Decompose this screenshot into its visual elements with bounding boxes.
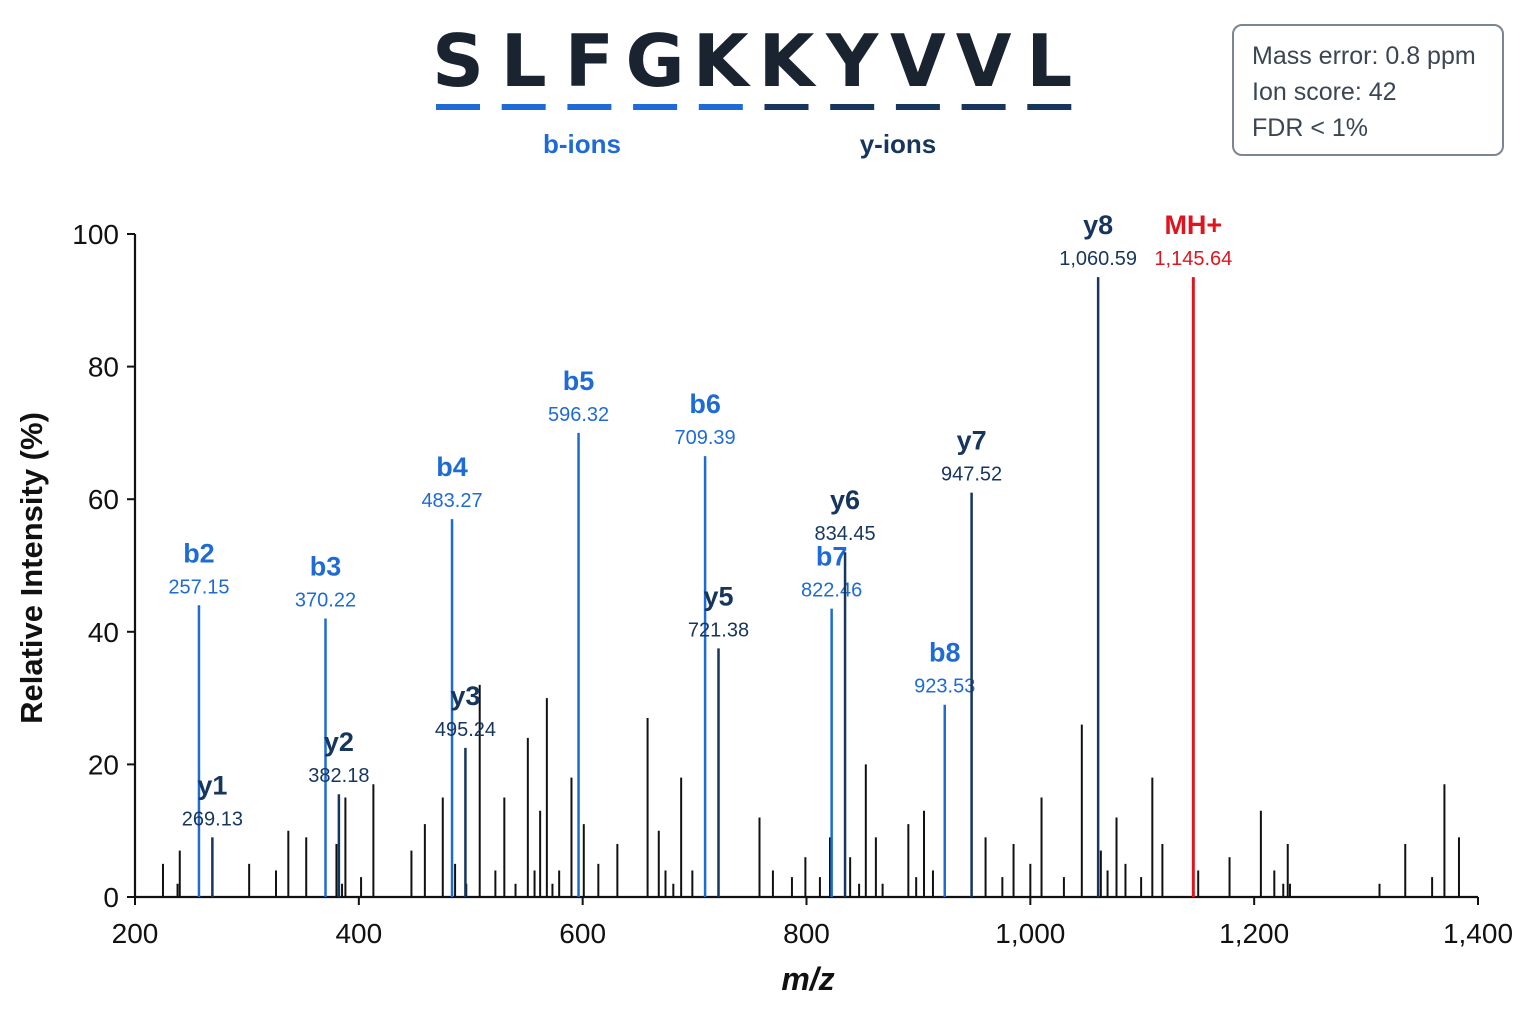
y-ion-dash [830,104,875,110]
peak-ion-label: y7 [957,426,987,456]
y-ion-dash [895,104,940,110]
peak-mz-label: 483.27 [421,490,482,512]
peak-mz-label: 1,145.64 [1154,248,1232,270]
b-ion-dash [567,104,612,110]
x-tick-label: 1,400 [1443,918,1513,949]
sequence-residue: L [1026,19,1072,103]
y-tick-label: 0 [103,882,119,913]
y-axis-title: Relative Intensity (%) [14,412,49,724]
peak-ion-label: MH+ [1164,210,1222,240]
peak-mz-label: 721.38 [688,619,749,641]
sequence-residue: V [956,19,1012,103]
x-tick-label: 600 [559,918,606,949]
chart-axes: 0 20 40 60 80 100 200 400 600 800 1,000 1,200 1,400 [72,219,1513,949]
y-tick-label: 60 [88,484,119,515]
peak-ion-label: b7 [816,542,848,572]
unlabeled-peaks [161,684,1460,897]
peak-mz-label: 834.45 [814,523,875,545]
peak-ion-label: y1 [197,770,227,800]
peak-ion-label: b4 [436,452,468,482]
y-ion-dash [764,104,809,110]
x-tick-label: 200 [112,918,159,949]
peak-mz-label: 495.24 [435,719,496,741]
peak-ion-label: y6 [830,485,860,515]
peak-ion-label: b2 [183,538,215,568]
sequence-residue: S [432,19,484,103]
peak-ion-label: b6 [689,389,721,419]
stats-box: Mass error: 0.8 ppm Ion score: 42 FDR < … [1232,24,1504,156]
sequence-residue: F [565,19,614,103]
ion-score-text: Ion score: 42 [1252,78,1397,106]
peak-mz-label: 257.15 [168,576,229,598]
peak-mz-label: 382.18 [308,765,369,787]
sequence-residue: K [759,19,817,103]
sequence-residue: G [626,19,685,103]
peak-mz-label: 709.39 [675,427,736,449]
sequence-residue: L [501,19,547,103]
annotated-peaks: 257.15 b2 370.22 b3 483.27 b4 596.32 b5 709.39 b6… [168,210,1232,897]
peak-ion-label: y2 [324,727,354,757]
peak-ion-label: y8 [1083,210,1113,240]
y-tick-label: 100 [72,219,119,250]
peak-mz-label: 269.13 [182,808,243,830]
sequence-residue: Y [825,19,879,103]
peak-mz-label: 1,060.59 [1059,248,1137,270]
peak-mz-label: 596.32 [548,404,609,426]
y-tick-label: 20 [88,749,119,780]
peak-mz-label: 947.52 [941,464,1002,486]
x-tick-label: 400 [335,918,382,949]
peak-mz-label: 923.53 [914,676,975,698]
peak-mz-label: 822.46 [801,580,862,602]
peak-mz-label: 370.22 [295,590,356,612]
sequence-residue: V [890,19,946,103]
peak-ion-label: y5 [703,581,733,611]
b-ion-dash [501,104,546,110]
b-ions-label: b-ions [543,129,621,159]
y-tick-label: 40 [88,617,119,648]
x-tick-label: 1,000 [995,918,1065,949]
peak-ion-label: b3 [310,552,342,582]
y-tick-label: 80 [88,352,119,383]
fdr-text: FDR < 1% [1252,114,1369,142]
x-axis-title: m/z [781,961,834,997]
peak-ion-label: b8 [929,638,961,668]
peak-ion-label: b5 [563,366,595,396]
x-tick-label: 1,200 [1219,918,1289,949]
peak-ion-label: y3 [450,681,480,711]
y-ion-dash [1027,104,1072,110]
y-ions-label: y-ions [860,129,937,159]
b-ion-dash [698,104,743,110]
sequence-residue: K [693,19,751,103]
y-ion-dash [961,104,1006,110]
b-ion-dash [436,104,480,110]
b-ion-dash [633,104,678,110]
x-tick-label: 800 [783,918,830,949]
mass-error-text: Mass error: 0.8 ppm [1252,42,1476,70]
